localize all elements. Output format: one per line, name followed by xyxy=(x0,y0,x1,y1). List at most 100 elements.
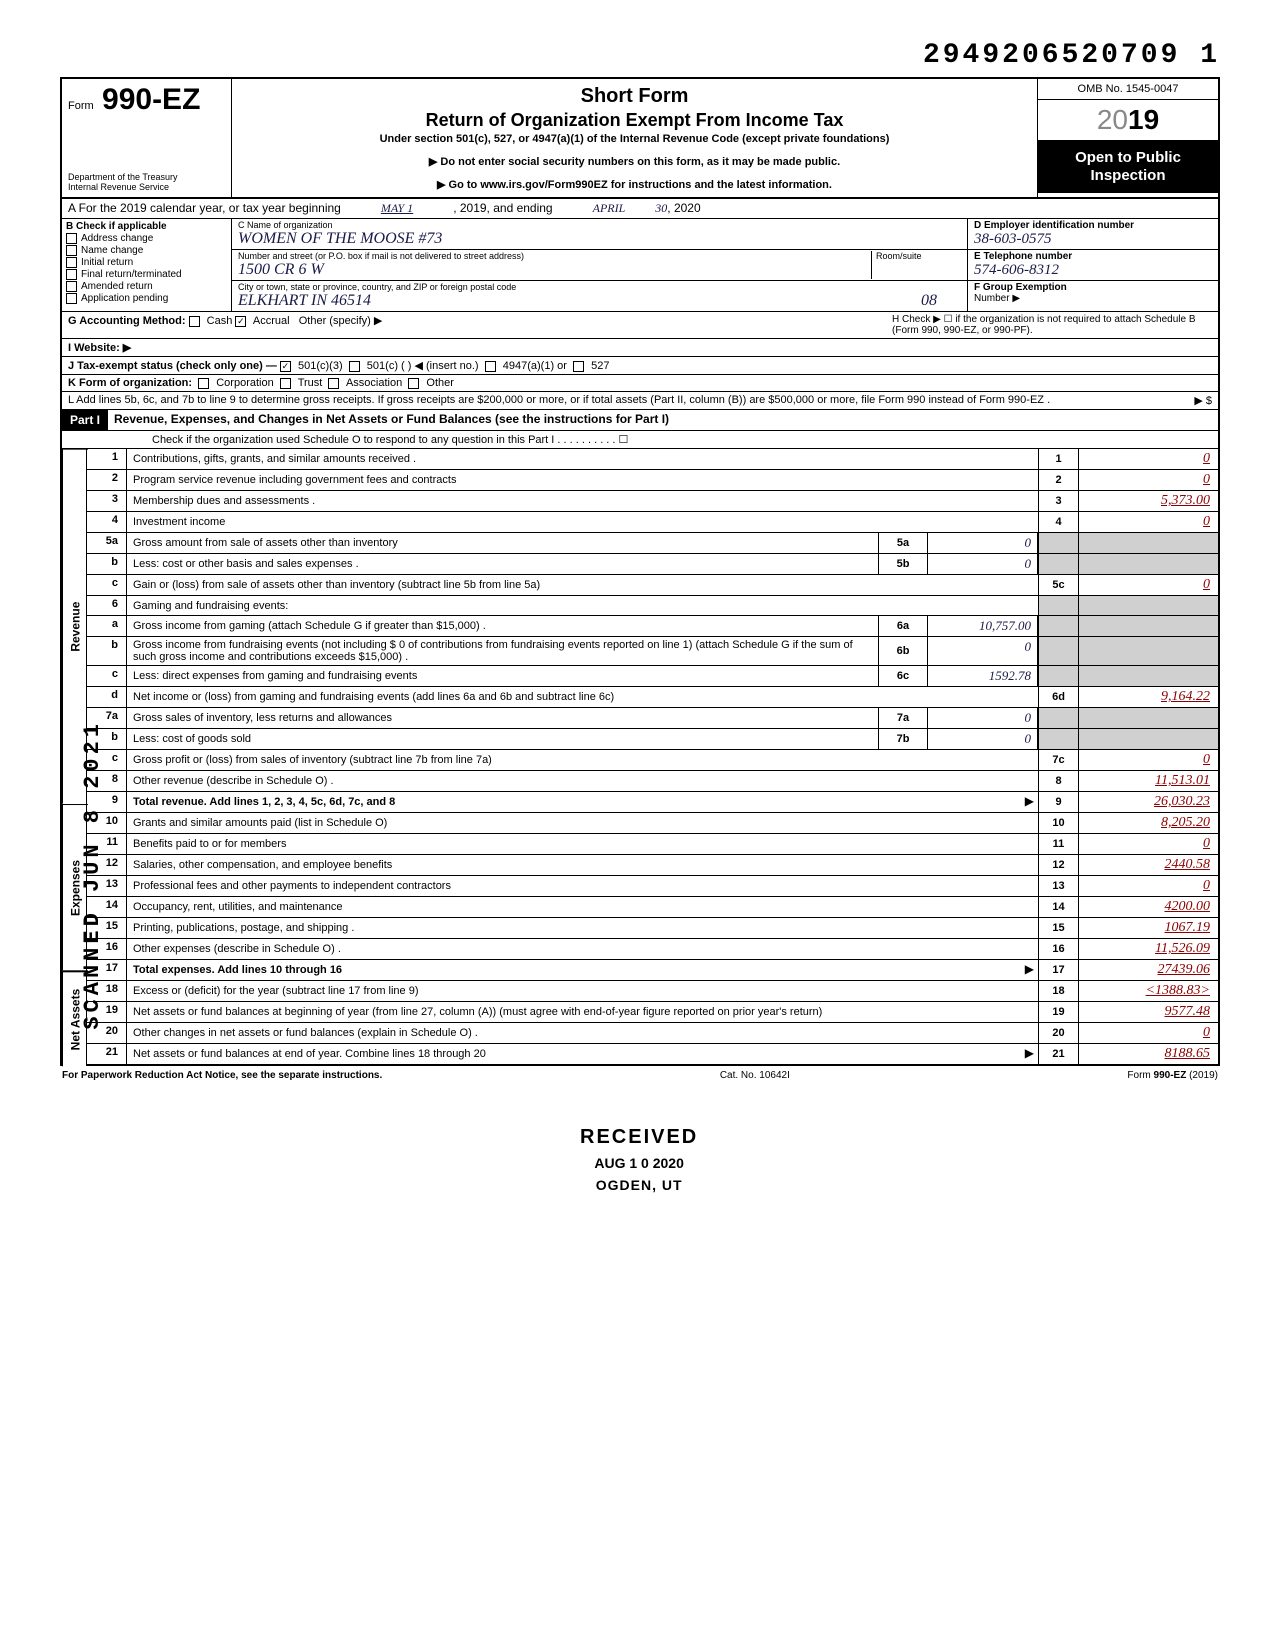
year-prefix: 20 xyxy=(1097,104,1128,135)
line-description: Excess or (deficit) for the year (subtra… xyxy=(127,981,1038,1001)
line-description: Benefits paid to or for members xyxy=(127,834,1038,854)
j-527-checkbox[interactable] xyxy=(573,361,584,372)
k-checkbox-0[interactable] xyxy=(198,378,209,389)
line-number: c xyxy=(87,666,127,686)
result-value: 9,164.22 xyxy=(1078,687,1218,707)
phone-value: 574-606-8312 xyxy=(974,262,1212,279)
k-checkbox-3[interactable] xyxy=(408,378,419,389)
short-form-title: Short Form xyxy=(240,85,1029,108)
line-description: Less: cost or other basis and sales expe… xyxy=(127,554,878,574)
table-row: 6Gaming and fundraising events: xyxy=(87,596,1218,616)
line-description: Other revenue (describe in Schedule O) . xyxy=(127,771,1038,791)
result-value: 0 xyxy=(1078,449,1218,469)
table-row: cGain or (loss) from sale of assets othe… xyxy=(87,575,1218,596)
b-checkbox-3[interactable] xyxy=(66,269,77,280)
f-label-2: Number ▶ xyxy=(974,293,1020,304)
arrow-icon: ▶ xyxy=(1018,960,1038,980)
g-label: G Accounting Method: xyxy=(68,315,186,327)
line-description: Total revenue. Add lines 1, 2, 3, 4, 5c,… xyxy=(127,792,1018,812)
k-item-3: Other xyxy=(426,377,454,389)
line-number: 5a xyxy=(87,533,127,553)
mini-line-value: 0 xyxy=(928,729,1038,749)
b-checkbox-2[interactable] xyxy=(66,257,77,268)
grey-val xyxy=(1078,616,1218,636)
mini-line-number: 6c xyxy=(878,666,928,686)
result-line-number: 14 xyxy=(1038,897,1078,917)
grey-num xyxy=(1038,616,1078,636)
j-4947-checkbox[interactable] xyxy=(485,361,496,372)
row-a-label-2: , 2019, and ending xyxy=(453,201,552,216)
result-line-number: 19 xyxy=(1038,1002,1078,1022)
tax-year-begin: MAY 1 xyxy=(381,201,413,216)
b-checkbox-5[interactable] xyxy=(66,293,77,304)
table-row: 13Professional fees and other payments t… xyxy=(87,876,1218,897)
received-1: RECEIVED xyxy=(580,1126,698,1149)
result-value: 9577.48 xyxy=(1078,1002,1218,1022)
c-name-label: C Name of organization xyxy=(238,220,961,230)
table-row: 7aGross sales of inventory, less returns… xyxy=(87,708,1218,729)
table-row: 20Other changes in net assets or fund ba… xyxy=(87,1023,1218,1044)
result-line-number: 21 xyxy=(1038,1044,1078,1064)
line-number: 2 xyxy=(87,470,127,490)
line-description: Grants and similar amounts paid (list in… xyxy=(127,813,1038,833)
f-label: F Group Exemption xyxy=(974,282,1067,293)
j-501c: 501(c) ( ) ◀ (insert no.) xyxy=(367,360,479,372)
k-checkbox-2[interactable] xyxy=(328,378,339,389)
table-row: 15Printing, publications, postage, and s… xyxy=(87,918,1218,939)
table-row: 18Excess or (deficit) for the year (subt… xyxy=(87,981,1218,1002)
line-number: a xyxy=(87,616,127,636)
city-extra: 08 xyxy=(921,292,961,310)
j-501c3-checkbox[interactable]: ✓ xyxy=(280,361,291,372)
dept-line-2: Internal Revenue Service xyxy=(68,183,225,193)
j-501c-checkbox[interactable] xyxy=(349,361,360,372)
line-description: Gain or (loss) from sale of assets other… xyxy=(127,575,1038,595)
l-text: L Add lines 5b, 6c, and 7b to line 9 to … xyxy=(68,394,1092,407)
mini-line-value: 1592.78 xyxy=(928,666,1038,686)
main-table: 1Contributions, gifts, grants, and simil… xyxy=(86,449,1220,1066)
footer-mid: Cat. No. 10642I xyxy=(720,1070,790,1081)
result-line-number: 2 xyxy=(1038,470,1078,490)
received-2: AUG 1 0 2020 xyxy=(580,1155,698,1171)
tax-year: 2019 xyxy=(1038,100,1218,141)
h-label: H Check ▶ ☐ if the organization is not r… xyxy=(892,314,1212,336)
line-number: c xyxy=(87,575,127,595)
b-checkbox-4[interactable] xyxy=(66,281,77,292)
cash-checkbox[interactable] xyxy=(189,316,200,327)
accrual-checkbox[interactable]: ✓ xyxy=(235,316,246,327)
section-bcdef: B Check if applicable Address changeName… xyxy=(60,219,1220,312)
b-item-3: Final return/terminated xyxy=(81,269,182,280)
b-checkbox-0[interactable] xyxy=(66,233,77,244)
part-1-check: Check if the organization used Schedule … xyxy=(60,431,1220,449)
line-description: Total expenses. Add lines 10 through 16 xyxy=(127,960,1018,980)
table-row: 17Total expenses. Add lines 10 through 1… xyxy=(87,960,1218,981)
tax-year-end-month: APRIL xyxy=(593,201,626,216)
result-value: 8,205.20 xyxy=(1078,813,1218,833)
result-line-number: 13 xyxy=(1038,876,1078,896)
result-line-number: 3 xyxy=(1038,491,1078,511)
row-j: J Tax-exempt status (check only one) — ✓… xyxy=(60,357,1220,375)
table-row: 12Salaries, other compensation, and empl… xyxy=(87,855,1218,876)
mini-line-value: 0 xyxy=(928,554,1038,574)
result-value: 27439.06 xyxy=(1078,960,1218,980)
mini-line-number: 6a xyxy=(878,616,928,636)
e-phone-label: E Telephone number xyxy=(974,251,1212,262)
return-title: Return of Organization Exempt From Incom… xyxy=(240,110,1029,131)
row-k: K Form of organization: Corporation Trus… xyxy=(60,375,1220,392)
footer-right: Form 990-EZ (2019) xyxy=(1127,1070,1218,1081)
department-label: Department of the Treasury Internal Reve… xyxy=(68,173,225,193)
result-value: 5,373.00 xyxy=(1078,491,1218,511)
page-footer: For Paperwork Reduction Act Notice, see … xyxy=(60,1066,1220,1085)
b-item-2: Initial return xyxy=(81,257,133,268)
line-description: Other changes in net assets or fund bala… xyxy=(127,1023,1038,1043)
b-checkbox-1[interactable] xyxy=(66,245,77,256)
line-number: 1 xyxy=(87,449,127,469)
result-line-number: 4 xyxy=(1038,512,1078,532)
c-addr-label: Number and street (or P.O. box if mail i… xyxy=(238,251,871,261)
table-row: cGross profit or (loss) from sales of in… xyxy=(87,750,1218,771)
k-checkbox-1[interactable] xyxy=(280,378,291,389)
form-number: Form 990-EZ xyxy=(68,83,225,117)
line-description: Gross income from fundraising events (no… xyxy=(127,637,878,665)
result-value: 11,526.09 xyxy=(1078,939,1218,959)
grey-num xyxy=(1038,637,1078,665)
result-line-number: 5c xyxy=(1038,575,1078,595)
